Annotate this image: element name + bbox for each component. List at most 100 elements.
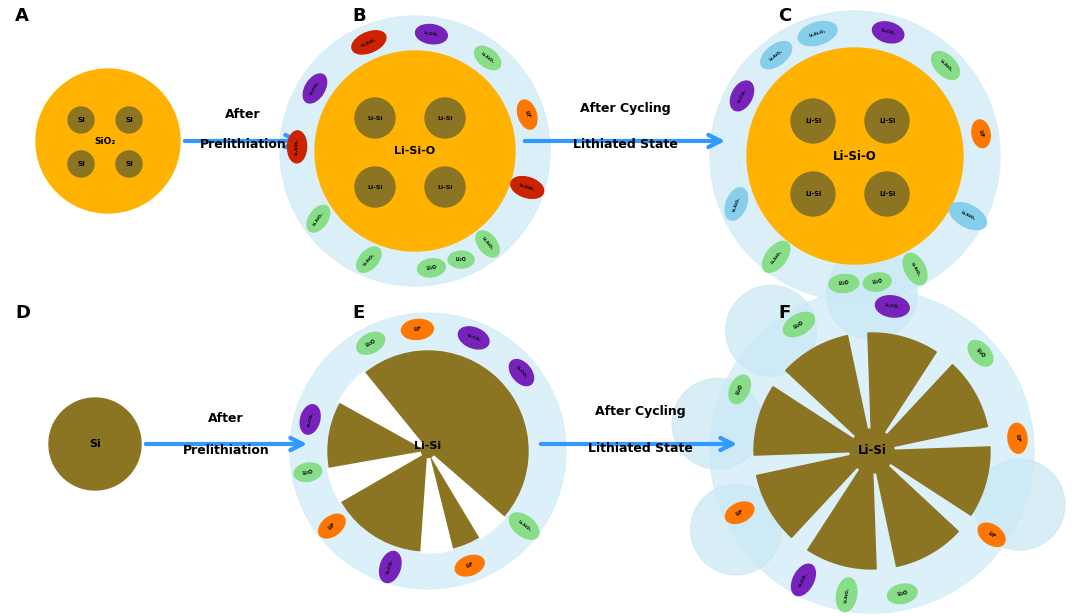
Text: Li-Si: Li-Si <box>879 118 895 124</box>
Text: Li-Si: Li-Si <box>879 191 895 197</box>
Circle shape <box>280 16 550 286</box>
Text: Li-Si: Li-Si <box>437 185 453 190</box>
Text: Lithiated State: Lithiated State <box>588 442 692 455</box>
Text: LiF: LiF <box>735 509 744 517</box>
Ellipse shape <box>476 231 499 257</box>
Ellipse shape <box>287 131 307 163</box>
Text: Li₄SiO₄: Li₄SiO₄ <box>312 211 324 226</box>
Circle shape <box>726 285 816 376</box>
Text: Li-Si: Li-Si <box>367 185 382 190</box>
Ellipse shape <box>762 241 789 272</box>
Circle shape <box>355 98 395 138</box>
Polygon shape <box>757 451 872 537</box>
Text: Li₂O: Li₂O <box>793 320 805 330</box>
Text: LiF: LiF <box>977 129 984 138</box>
Text: Li₂CO₃: Li₂CO₃ <box>423 31 440 37</box>
Ellipse shape <box>783 312 814 337</box>
Text: Si: Si <box>90 439 100 449</box>
Text: LiF: LiF <box>327 522 337 530</box>
Text: Li₄SiO₄: Li₄SiO₄ <box>362 253 376 267</box>
Circle shape <box>426 167 465 207</box>
Polygon shape <box>327 452 421 502</box>
Polygon shape <box>432 456 505 538</box>
Ellipse shape <box>969 341 993 366</box>
Circle shape <box>850 429 894 473</box>
Ellipse shape <box>972 120 990 148</box>
Ellipse shape <box>300 405 320 434</box>
Ellipse shape <box>418 259 445 277</box>
Polygon shape <box>872 451 958 567</box>
Text: Li-Si: Li-Si <box>367 116 382 121</box>
Ellipse shape <box>510 513 539 539</box>
Text: Li-Si: Li-Si <box>858 445 887 458</box>
Polygon shape <box>808 451 876 569</box>
Text: Li₂O: Li₂O <box>872 278 883 285</box>
Circle shape <box>791 99 835 143</box>
Circle shape <box>426 98 465 138</box>
Text: Si: Si <box>125 161 133 167</box>
Text: Li₂SiO₃: Li₂SiO₃ <box>518 183 536 192</box>
Text: C: C <box>778 7 792 25</box>
Text: Li₂O: Li₂O <box>838 280 849 286</box>
Polygon shape <box>868 333 936 451</box>
Ellipse shape <box>798 22 837 46</box>
Ellipse shape <box>352 31 386 54</box>
Text: Li₄SiO₄: Li₄SiO₄ <box>482 237 494 251</box>
Text: LiF: LiF <box>524 110 530 119</box>
Ellipse shape <box>319 514 345 538</box>
Ellipse shape <box>949 203 986 230</box>
Text: Si: Si <box>125 117 133 123</box>
Text: Li₂O: Li₂O <box>456 257 467 262</box>
Text: Si: Si <box>77 117 85 123</box>
Text: Li₂O: Li₂O <box>975 347 986 359</box>
Text: After: After <box>208 411 244 424</box>
Text: After Cycling: After Cycling <box>580 102 671 115</box>
Ellipse shape <box>730 81 754 111</box>
Ellipse shape <box>836 578 856 612</box>
Ellipse shape <box>726 502 754 524</box>
Text: Li₄SiO₄: Li₄SiO₄ <box>481 52 495 65</box>
Circle shape <box>791 172 835 216</box>
Text: D: D <box>15 304 30 322</box>
Ellipse shape <box>903 253 927 285</box>
Circle shape <box>355 167 395 207</box>
Ellipse shape <box>828 275 859 293</box>
Circle shape <box>68 107 94 133</box>
Text: Li₂O: Li₂O <box>365 338 377 348</box>
Text: After: After <box>226 108 260 121</box>
Circle shape <box>865 99 909 143</box>
Text: Li₄SiO₄: Li₄SiO₄ <box>939 59 953 73</box>
Text: Lithiated State: Lithiated State <box>572 137 677 150</box>
Ellipse shape <box>888 584 917 604</box>
Text: Li₂CO₃: Li₂CO₃ <box>737 88 747 103</box>
Ellipse shape <box>725 188 747 220</box>
Text: Li-Si-O: Li-Si-O <box>833 150 877 163</box>
Ellipse shape <box>729 375 751 403</box>
Ellipse shape <box>863 273 891 291</box>
Ellipse shape <box>456 556 484 576</box>
Polygon shape <box>421 459 453 553</box>
Text: Li₂SiO₃: Li₂SiO₃ <box>960 211 976 222</box>
Ellipse shape <box>517 100 537 129</box>
Circle shape <box>315 51 515 251</box>
Text: Li₄SiO₄: Li₄SiO₄ <box>516 520 531 532</box>
Ellipse shape <box>876 296 909 317</box>
Ellipse shape <box>511 177 543 198</box>
Text: E: E <box>352 304 364 322</box>
Circle shape <box>328 351 528 551</box>
Ellipse shape <box>379 551 401 583</box>
Circle shape <box>49 398 141 490</box>
Ellipse shape <box>932 52 959 79</box>
Circle shape <box>826 249 917 339</box>
Text: Li₂Si₂O₅: Li₂Si₂O₅ <box>809 29 826 38</box>
Text: Li-Si-O: Li-Si-O <box>394 146 435 156</box>
Ellipse shape <box>978 523 1005 546</box>
Ellipse shape <box>356 247 381 272</box>
Text: Li₂CO₃: Li₂CO₃ <box>307 411 314 427</box>
Ellipse shape <box>294 463 322 481</box>
Text: Li₂O: Li₂O <box>896 590 908 598</box>
Ellipse shape <box>792 564 815 596</box>
Polygon shape <box>754 387 872 455</box>
Text: Prelithiation: Prelithiation <box>183 445 269 458</box>
Ellipse shape <box>873 22 904 43</box>
